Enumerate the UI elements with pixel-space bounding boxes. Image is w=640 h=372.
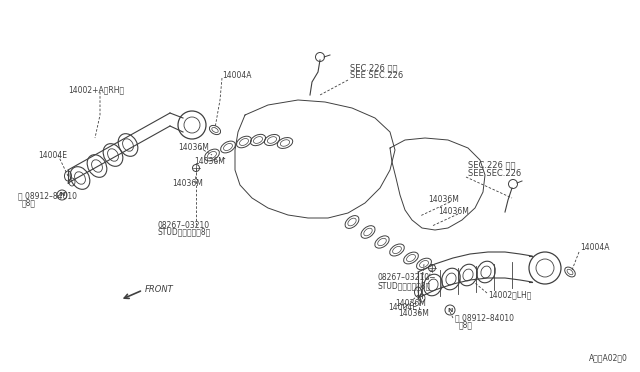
Text: 14036M: 14036M bbox=[428, 196, 459, 205]
Text: 14036M: 14036M bbox=[178, 142, 209, 151]
Text: A・〈A02、0: A・〈A02、0 bbox=[589, 353, 628, 362]
Text: 〈8〉: 〈8〉 bbox=[459, 321, 473, 330]
Text: 14036M: 14036M bbox=[194, 157, 225, 167]
Text: SEE SEC.226: SEE SEC.226 bbox=[350, 71, 403, 80]
Text: Ⓝ 08912–84010: Ⓝ 08912–84010 bbox=[18, 192, 77, 201]
Text: 14036M: 14036M bbox=[438, 208, 469, 217]
Text: 08267–03210−: 08267–03210− bbox=[378, 273, 436, 282]
Text: SEC.226 参照: SEC.226 参照 bbox=[350, 64, 397, 73]
Text: 14004E: 14004E bbox=[38, 151, 67, 160]
Text: 14036M: 14036M bbox=[395, 298, 426, 308]
Text: STUDスタッド〈8〉: STUDスタッド〈8〉 bbox=[378, 282, 431, 291]
Text: 14004A: 14004A bbox=[580, 244, 609, 253]
Text: 14002+A〈RH〉: 14002+A〈RH〉 bbox=[68, 86, 124, 94]
Text: FRONT: FRONT bbox=[145, 285, 173, 295]
Text: N: N bbox=[447, 308, 452, 312]
Text: 〈8〉: 〈8〉 bbox=[22, 199, 36, 208]
Text: N: N bbox=[60, 192, 65, 198]
Text: 14004E: 14004E bbox=[388, 304, 417, 312]
Text: 14036M: 14036M bbox=[172, 179, 203, 187]
Text: Ⓝ 08912–84010: Ⓝ 08912–84010 bbox=[455, 314, 514, 323]
Text: STUDスタッド〈8〉: STUDスタッド〈8〉 bbox=[158, 228, 211, 237]
Text: 14036M: 14036M bbox=[398, 308, 429, 317]
Text: 14004A: 14004A bbox=[222, 71, 252, 80]
Text: 08267–03210: 08267–03210 bbox=[158, 221, 210, 230]
Text: SEC.226 参照: SEC.226 参照 bbox=[468, 160, 515, 170]
Text: 14002〈LH〉: 14002〈LH〉 bbox=[488, 291, 531, 299]
Text: SEE SEC.226: SEE SEC.226 bbox=[468, 169, 521, 177]
